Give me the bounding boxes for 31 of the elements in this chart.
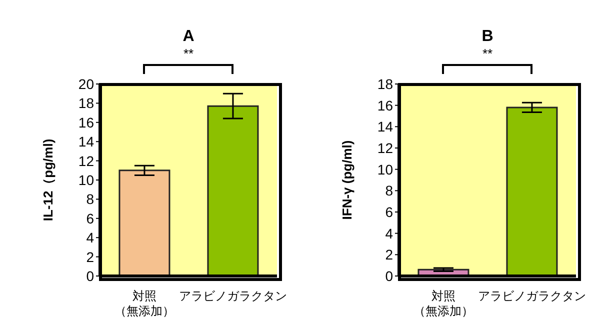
y-tick-label: 0 <box>385 268 394 284</box>
x-tick-label: 対照（無添加） <box>413 289 474 318</box>
y-tick-label: 18 <box>78 95 94 112</box>
y-tick-label: 16 <box>377 97 394 114</box>
x-tick-label: アラビノガラクタン <box>478 289 586 303</box>
y-tick-label: 12 <box>78 152 94 169</box>
y-tick-label: 6 <box>86 210 94 226</box>
y-tick-label: 8 <box>385 182 394 199</box>
y-tick-label: 16 <box>78 114 94 130</box>
x-tick-label: アラビノガラクタン <box>178 289 287 303</box>
y-tick-label: 2 <box>86 248 94 265</box>
y-tick-label: 4 <box>385 225 394 242</box>
y-tick-label: 18 <box>377 76 394 92</box>
text: ** <box>182 46 195 61</box>
chart-title: B <box>480 28 494 46</box>
text: ** <box>481 46 494 61</box>
y-tick-label: 2 <box>385 246 394 263</box>
chart-title: A <box>182 28 196 46</box>
y-tick-label: 14 <box>377 118 394 135</box>
y-tick-label: 20 <box>78 76 94 92</box>
y-axis-title: IL-12（pg/ml) <box>40 138 56 222</box>
y-tick-label: 4 <box>86 230 94 246</box>
y-tick-label: 14 <box>78 134 94 150</box>
y-tick-label: 10 <box>78 172 94 188</box>
y-tick-label: 10 <box>377 161 394 178</box>
y-tick-label: 8 <box>86 191 94 208</box>
y-tick-label: 12 <box>377 140 394 156</box>
x-tick-label: 対照（無添加） <box>114 289 174 318</box>
y-tick-label: 6 <box>385 204 394 220</box>
y-tick-label: 0 <box>86 268 94 284</box>
y-axis-title: IFN-γ (pg/ml) <box>340 140 355 220</box>
